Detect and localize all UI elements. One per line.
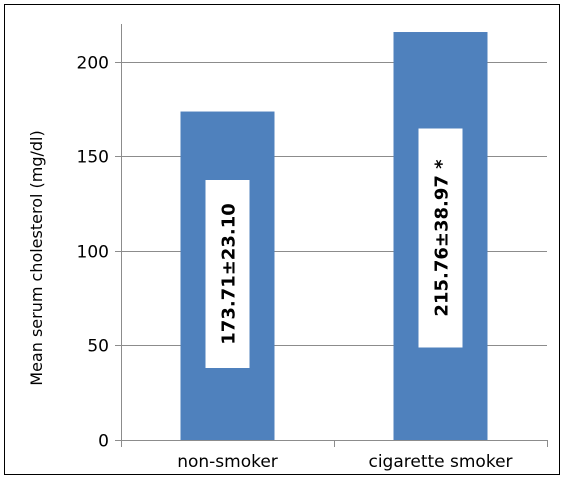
x-category-label: non-smoker <box>177 452 278 472</box>
y-axis-title: Mean serum cholesterol (mg/dl) <box>27 130 46 385</box>
axes: 0 50 100 150 200 non-smoker cigarette smoker <box>77 24 548 472</box>
data-label: 173.71±23.10 <box>219 203 240 344</box>
x-category-label: cigarette smoker <box>368 452 512 472</box>
data-label: 215.76±38.97 * <box>432 159 453 317</box>
value-labels: 173.71±23.10 215.76±38.97 * <box>205 128 463 368</box>
data-label-box <box>418 128 463 348</box>
y-tick-label: 50 <box>87 337 109 357</box>
data-label-box <box>205 180 250 368</box>
y-tick-label: 200 <box>77 54 109 74</box>
y-tick-label: 0 <box>98 432 109 452</box>
y-tick-label: 100 <box>77 243 109 263</box>
y-tick-label: 150 <box>77 148 109 168</box>
